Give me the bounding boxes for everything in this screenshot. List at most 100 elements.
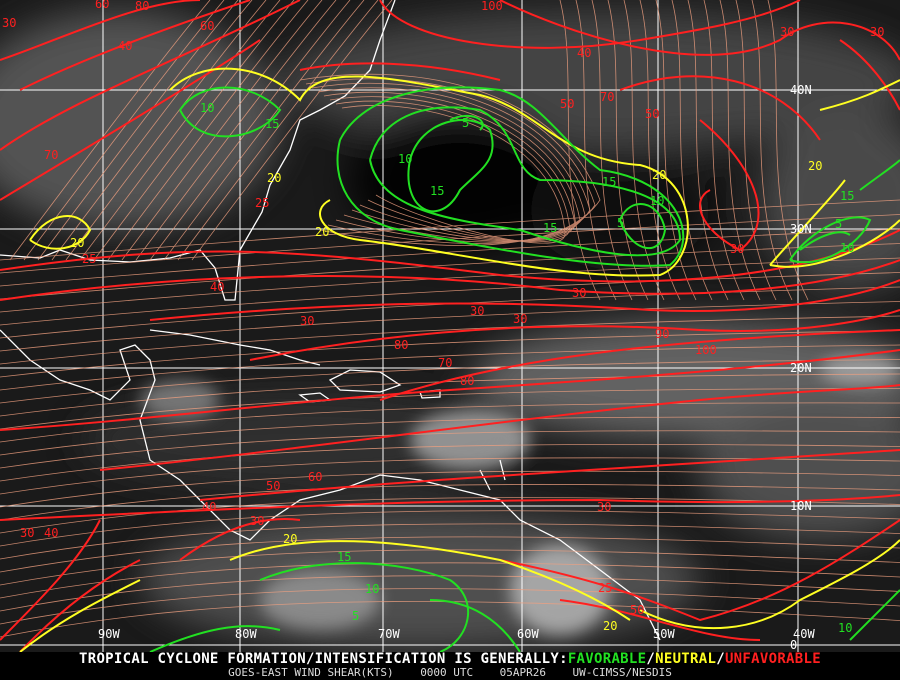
- neutral-contour: [639, 539, 900, 630]
- latitude-label: 0: [790, 638, 797, 652]
- latitude-label: 20N: [790, 361, 812, 375]
- streamline: [0, 344, 900, 391]
- favorable-contour-label: 10: [365, 582, 379, 596]
- streamline: [0, 257, 900, 313]
- streamline: [93, 0, 295, 261]
- streamline: [751, 0, 793, 301]
- favorable-contour: [849, 589, 900, 641]
- streamline: [0, 510, 900, 547]
- streamline: [107, 0, 309, 261]
- unfavorable-contour: [299, 62, 501, 81]
- longitude-label: 60W: [517, 627, 539, 641]
- neutral-contour: [169, 67, 689, 277]
- legend-headline: TROPICAL CYCLONE FORMATION/INTENSIFICATI…: [0, 652, 900, 667]
- streamline: [305, 78, 596, 244]
- product-date: 05APR26: [499, 666, 547, 679]
- streamline: [0, 301, 900, 352]
- product-time: 0000 UTC: [420, 666, 474, 679]
- unfavorable-contour-label: 30: [730, 242, 744, 256]
- streamline: [0, 199, 900, 261]
- unfavorable-contour-label: 50: [266, 479, 280, 493]
- unfavorable-contour: [19, 0, 251, 91]
- streamline: [0, 373, 900, 417]
- latitude-label: 10N: [790, 499, 812, 513]
- unfavorable-contour-label: 25: [82, 252, 96, 266]
- longitude-label: 50W: [653, 627, 675, 641]
- unfavorable-contour-label: 70: [600, 90, 614, 104]
- unfavorable-contour: [699, 119, 760, 252]
- favorable-contour-label: 15: [840, 189, 854, 203]
- water-vapor-imagery: [0, 0, 900, 652]
- unfavorable-contour-label: 30: [250, 514, 264, 528]
- favorable-contour-label: 5: [835, 217, 842, 231]
- favorable-contour: [859, 159, 900, 191]
- map-legend-footer: TROPICAL CYCLONE FORMATION/INTENSIFICATI…: [0, 652, 900, 680]
- neutral-contour: [769, 219, 900, 268]
- streamline: [299, 73, 601, 246]
- favorable-contour: [429, 599, 521, 652]
- favorable-contour-label: 5: [617, 216, 624, 230]
- latitude-label: 30N: [790, 222, 812, 236]
- unfavorable-contour: [559, 599, 761, 641]
- unfavorable-contour: [499, 0, 900, 61]
- unfavorable-contour-label: 40: [44, 526, 58, 540]
- streamline: [121, 0, 323, 261]
- unfavorable-contour: [839, 39, 900, 111]
- neutral-contour-label: 20: [808, 159, 822, 173]
- streamline: [607, 0, 649, 301]
- unfavorable-contour-label: 50: [560, 97, 574, 111]
- product-source: UW-CIMSS/NESDIS: [572, 666, 672, 679]
- unfavorable-contour-label: 80: [135, 0, 149, 13]
- streamline: [0, 443, 900, 482]
- legend-sep: /: [716, 651, 725, 667]
- neutral-contour-label: 20: [283, 532, 297, 546]
- neutral-contour-label: 20: [603, 619, 617, 633]
- unfavorable-contour-label: 40: [202, 500, 216, 514]
- map-canvas: 10 15 5 10 15 15 15 10 5 15 5 10 15 10 5 10 20 20 20 20 20 20…: [0, 0, 900, 652]
- unfavorable-contour: [249, 309, 900, 361]
- unfavorable-contour-label: 25: [598, 581, 612, 595]
- unfavorable-contour-label: 30: [513, 312, 527, 326]
- streamline: [177, 0, 379, 261]
- unfavorable-contour: [19, 559, 141, 652]
- legend-unfavorable: UNFAVORABLE: [724, 651, 821, 667]
- favorable-contour-label: 15: [602, 175, 616, 189]
- streamline: [311, 82, 591, 243]
- favorable-contour: [149, 625, 281, 652]
- neutral-contour: [769, 179, 846, 266]
- unfavorable-contour: [199, 449, 900, 501]
- neutral-contour-label: 20: [315, 225, 329, 239]
- favorable-contour-label: 15: [337, 550, 351, 564]
- unfavorable-contour-label: 25: [255, 196, 269, 210]
- streamline: [0, 243, 900, 300]
- product-info: GOES-EAST WIND SHEAR(KTS) 0000 UTC 05APR…: [0, 667, 900, 679]
- unfavorable-contour-label: 40: [118, 39, 132, 53]
- legend-favorable: FAVORABLE: [567, 651, 647, 667]
- streamline: [655, 0, 697, 301]
- unfavorable-contour-label: 100: [695, 343, 717, 357]
- unfavorable-contour-label: 70: [438, 356, 452, 370]
- latitude-label: 40N: [790, 83, 812, 97]
- streamline: [0, 214, 900, 274]
- streamline: [0, 484, 900, 521]
- unfavorable-contour: [0, 494, 900, 521]
- unfavorable-contour: [179, 518, 301, 561]
- unfavorable-contour: [0, 39, 261, 201]
- favorable-contour-label: 10: [838, 621, 852, 635]
- favorable-contour: [619, 203, 667, 250]
- streamline: [703, 0, 745, 301]
- favorable-contour: [369, 106, 682, 257]
- favorable-contour-label: 10: [398, 152, 412, 166]
- streamline: [0, 416, 900, 456]
- streamline: [323, 91, 581, 242]
- legend-text: TROPICAL CYCLONE FORMATION/INTENSIFICATI…: [79, 651, 568, 667]
- unfavorable-contour-label: 80: [394, 338, 408, 352]
- streamline: [0, 272, 900, 326]
- unfavorable-contour-label: 30: [572, 286, 586, 300]
- unfavorable-contour-label: 30: [300, 314, 314, 328]
- streamline: [0, 601, 900, 638]
- legend-neutral: NEUTRAL: [655, 651, 717, 667]
- streamline: [135, 0, 337, 261]
- streamline: [0, 497, 900, 534]
- streamline: [0, 402, 900, 443]
